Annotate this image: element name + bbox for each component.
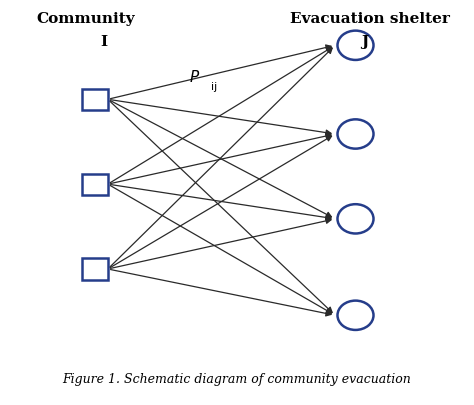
Bar [82,90,108,111]
Circle shape [337,120,374,149]
Text: I: I [100,34,108,49]
Text: ij: ij [211,81,217,92]
Text: P: P [190,70,199,84]
Text: Figure 1. Schematic diagram of community evacuation: Figure 1. Schematic diagram of community… [63,372,411,385]
Circle shape [337,205,374,234]
Text: Community: Community [36,11,135,26]
Bar [82,174,108,195]
Bar [82,259,108,280]
Text: Evacuation shelter: Evacuation shelter [290,11,450,26]
Circle shape [337,301,374,330]
Text: J: J [361,34,369,49]
Circle shape [337,32,374,61]
